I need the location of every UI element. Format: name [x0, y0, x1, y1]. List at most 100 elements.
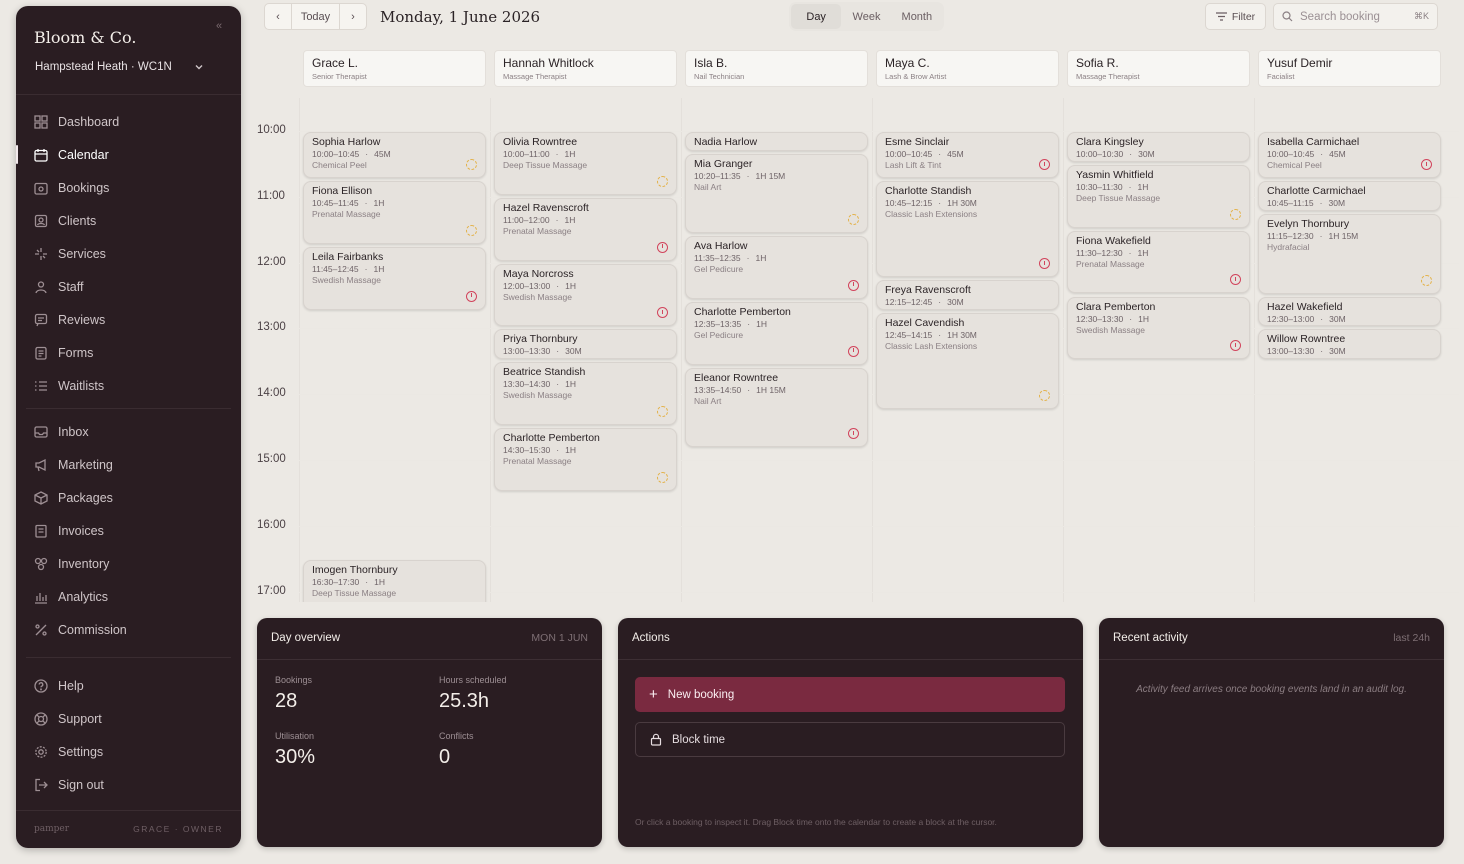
sidebar-item-staff[interactable]: Staff — [24, 270, 234, 303]
appointment-card[interactable]: Clara Pemberton 12:30–13:30 · 1H Swedish Mas… — [1067, 296, 1250, 360]
sidebar-item-support[interactable]: Support — [24, 702, 234, 735]
appointment-card[interactable]: Maya Norcross 12:00–13:00 · 1H Swedish Massa… — [494, 263, 677, 327]
appointment-card[interactable]: Priya Thornbury 13:00–13:30 · 30M — [494, 329, 677, 360]
appointment-card[interactable]: Yasmin Whitfield 10:30–11:30 · 1H Deep Tissu… — [1067, 164, 1250, 228]
sidebar-item-bookings[interactable]: Bookings — [24, 171, 234, 204]
appointment-card[interactable]: Freya Ravenscroft 12:15–12:45 · 30M — [876, 280, 1059, 310]
time-range: 12:00–13:00 — [503, 280, 551, 291]
time-range: 12:30–13:30 — [1076, 313, 1124, 324]
client-name: Hazel Wakefield — [1267, 300, 1343, 313]
time-range: 10:00–10:45 — [1267, 149, 1315, 159]
separator-dot: · — [1128, 247, 1132, 258]
appointment-card[interactable]: Sophia Harlow 10:00–10:45 · 45M Chemical Pee… — [303, 132, 486, 179]
staff-column-header[interactable]: Yusuf Demir Facialist — [1258, 50, 1441, 87]
sidebar-item-clients[interactable]: Clients — [24, 204, 234, 237]
collapse-sidebar-icon[interactable]: « — [216, 20, 223, 32]
appointment-time: 13:35–14:50 · 1H 15M — [694, 385, 859, 395]
location-label: Hampstead Heath · WC1N — [35, 61, 172, 73]
client-name: Sophia Harlow — [312, 136, 381, 148]
appointment-card[interactable]: Hazel Wakefield 12:30–13:00 · 30M — [1258, 296, 1441, 327]
appointment-card[interactable]: Eleanor Rowntree 13:35–14:50 · 1H 15M Nail A… — [685, 367, 868, 448]
appointment-card[interactable]: Ava Harlow 11:35–12:35 · 1H Gel Pedicure — [685, 236, 868, 299]
sidebar-item-marketing[interactable]: Marketing — [24, 448, 234, 481]
sidebar-item-label: Settings — [58, 744, 104, 759]
sidebar-item-inventory[interactable]: Inventory — [24, 547, 234, 580]
staff-column-header[interactable]: Sofia R. Massage Therapist — [1067, 50, 1250, 87]
sparkle-icon — [34, 247, 48, 261]
pending-icon — [848, 214, 859, 226]
appointment-card[interactable]: Charlotte Carmichael 10:45–11:15 · 30M — [1258, 181, 1441, 212]
appointment-time: 12:35–13:35 · 1H — [694, 319, 859, 329]
view-week-tab[interactable]: Week — [852, 10, 881, 23]
duration: 1H — [565, 280, 576, 291]
appointment-card[interactable]: Charlotte Standish 10:45–12:15 · 1H 30M Clas… — [876, 181, 1059, 278]
sidebar-divider — [16, 810, 241, 811]
previous-day-button[interactable]: ‹ — [264, 3, 292, 30]
appointment-card[interactable]: Fiona Wakefield 11:30–12:30 · 1H Prenatal Ma… — [1067, 230, 1250, 294]
time-range: 10:20–11:35 — [694, 170, 741, 181]
appointment-card[interactable]: Hazel Ravenscroft 11:00–12:00 · 1H Prenatal … — [494, 197, 677, 261]
sidebar-item-analytics[interactable]: Analytics — [24, 580, 234, 613]
user-role[interactable]: GRACE · OWNER — [133, 824, 223, 834]
view-month-tab[interactable]: Month — [901, 10, 933, 23]
sidebar-item-label: Commission — [58, 622, 127, 637]
block-time-button[interactable]: Block time — [635, 722, 1065, 757]
appointment-card[interactable]: Evelyn Thornbury 11:15–12:30 · 1H 15M Hydraf… — [1258, 214, 1441, 294]
client-name: Charlotte Carmichael — [1267, 185, 1366, 198]
appointment-time: 11:15–12:30 · 1H 15M — [1267, 231, 1432, 241]
client-name: Willow Rowntree — [1267, 333, 1346, 346]
hour-gridline — [299, 591, 1459, 593]
sidebar-item-settings[interactable]: Settings — [24, 735, 234, 768]
staff-role: Massage Therapist — [1076, 72, 1140, 81]
next-day-button[interactable]: › — [339, 3, 367, 30]
sidebar-item-dashboard[interactable]: Dashboard — [24, 105, 234, 138]
staff-column-header[interactable]: Isla B. Nail Technician — [685, 50, 868, 87]
staff-column-header[interactable]: Hannah Whitlock Massage Therapist — [494, 50, 677, 87]
separator-dot: · — [938, 329, 942, 340]
appointment-card[interactable]: Charlotte Pemberton 12:35–13:35 · 1H Gel Ped… — [685, 301, 868, 365]
appointment-time: 13:00–13:30 · 30M — [1267, 346, 1432, 356]
block-time-label: Block time — [672, 733, 726, 746]
new-booking-button[interactable]: + New booking — [635, 677, 1065, 712]
client-name: Charlotte Standish — [885, 185, 972, 198]
staff-column-header[interactable]: Maya C. Lash & Brow Artist — [876, 50, 1059, 87]
time-range: 13:00–13:30 — [503, 346, 551, 357]
sidebar-item-packages[interactable]: Packages — [24, 481, 234, 514]
search-input[interactable]: Search booking ⌘K — [1273, 3, 1438, 30]
view-day-tab[interactable]: Day — [791, 4, 842, 29]
sidebar-item-inbox[interactable]: Inbox — [24, 415, 234, 448]
appointment-card[interactable]: Hazel Cavendish 12:45–14:15 · 1H 30M Classic… — [876, 312, 1059, 409]
separator-dot: · — [555, 149, 559, 159]
sidebar-item-reviews[interactable]: Reviews — [24, 303, 234, 336]
appointment-card[interactable]: Esme Sinclair 10:00–10:45 · 45M Lash Lift & … — [876, 132, 1059, 179]
appointment-card[interactable]: Olivia Rowntree 10:00–11:00 · 1H Deep Tissue… — [494, 132, 677, 195]
filter-button[interactable]: Filter — [1205, 3, 1266, 30]
appointment-card[interactable]: Fiona Ellison 10:45–11:45 · 1H Prenatal Mass… — [303, 181, 486, 245]
appointment-card[interactable]: Nadia Harlow — [685, 132, 868, 151]
sidebar-item-forms[interactable]: Forms — [24, 336, 234, 369]
separator-dot: · — [556, 346, 560, 357]
sidebar-item-services[interactable]: Services — [24, 237, 234, 270]
appointment-card[interactable]: Isabella Carmichael 10:00–10:45 · 45M Chemic… — [1258, 132, 1441, 179]
sidebar-item-calendar[interactable]: Calendar — [16, 138, 234, 171]
appointment-card[interactable]: Imogen Thornbury 16:30–17:30 · 1H Deep Tissu… — [303, 559, 486, 602]
sidebar-item-waitlists[interactable]: Waitlists — [24, 369, 234, 402]
sidebar-item-label: Staff — [58, 279, 84, 294]
today-button[interactable]: Today — [291, 3, 340, 30]
sidebar-item-invoices[interactable]: Invoices — [24, 514, 234, 547]
appointment-card[interactable]: Leila Fairbanks 11:45–12:45 · 1H Swedish Mas… — [303, 247, 486, 310]
sidebar-item-sign-out[interactable]: Sign out — [24, 768, 234, 801]
staff-column-header[interactable]: Grace L. Senior Therapist — [303, 50, 486, 87]
sidebar-item-commission[interactable]: Commission — [24, 613, 234, 646]
duration: 1H — [1137, 247, 1149, 258]
sidebar-item-help[interactable]: Help — [24, 669, 234, 702]
activity-range[interactable]: last 24h — [1393, 632, 1430, 644]
appointment-card[interactable]: Charlotte Pemberton 14:30–15:30 · 1H Prenata… — [494, 428, 677, 491]
appointment-card[interactable]: Mia Granger 10:20–11:35 · 1H 15M Nail Art — [685, 153, 868, 234]
appointment-card[interactable]: Willow Rowntree 13:00–13:30 · 30M — [1258, 329, 1441, 360]
service-name: Lash Lift & Tint — [885, 160, 942, 170]
location-switcher[interactable]: Hampstead Heath · WC1N — [35, 61, 204, 73]
appointment-card[interactable]: Clara Kingsley 10:00–10:30 · 30M — [1067, 132, 1250, 162]
appointment-card[interactable]: Beatrice Standish 13:30–14:30 · 1H Swedish M… — [494, 362, 677, 426]
sidebar-item-label: Help — [58, 678, 84, 693]
